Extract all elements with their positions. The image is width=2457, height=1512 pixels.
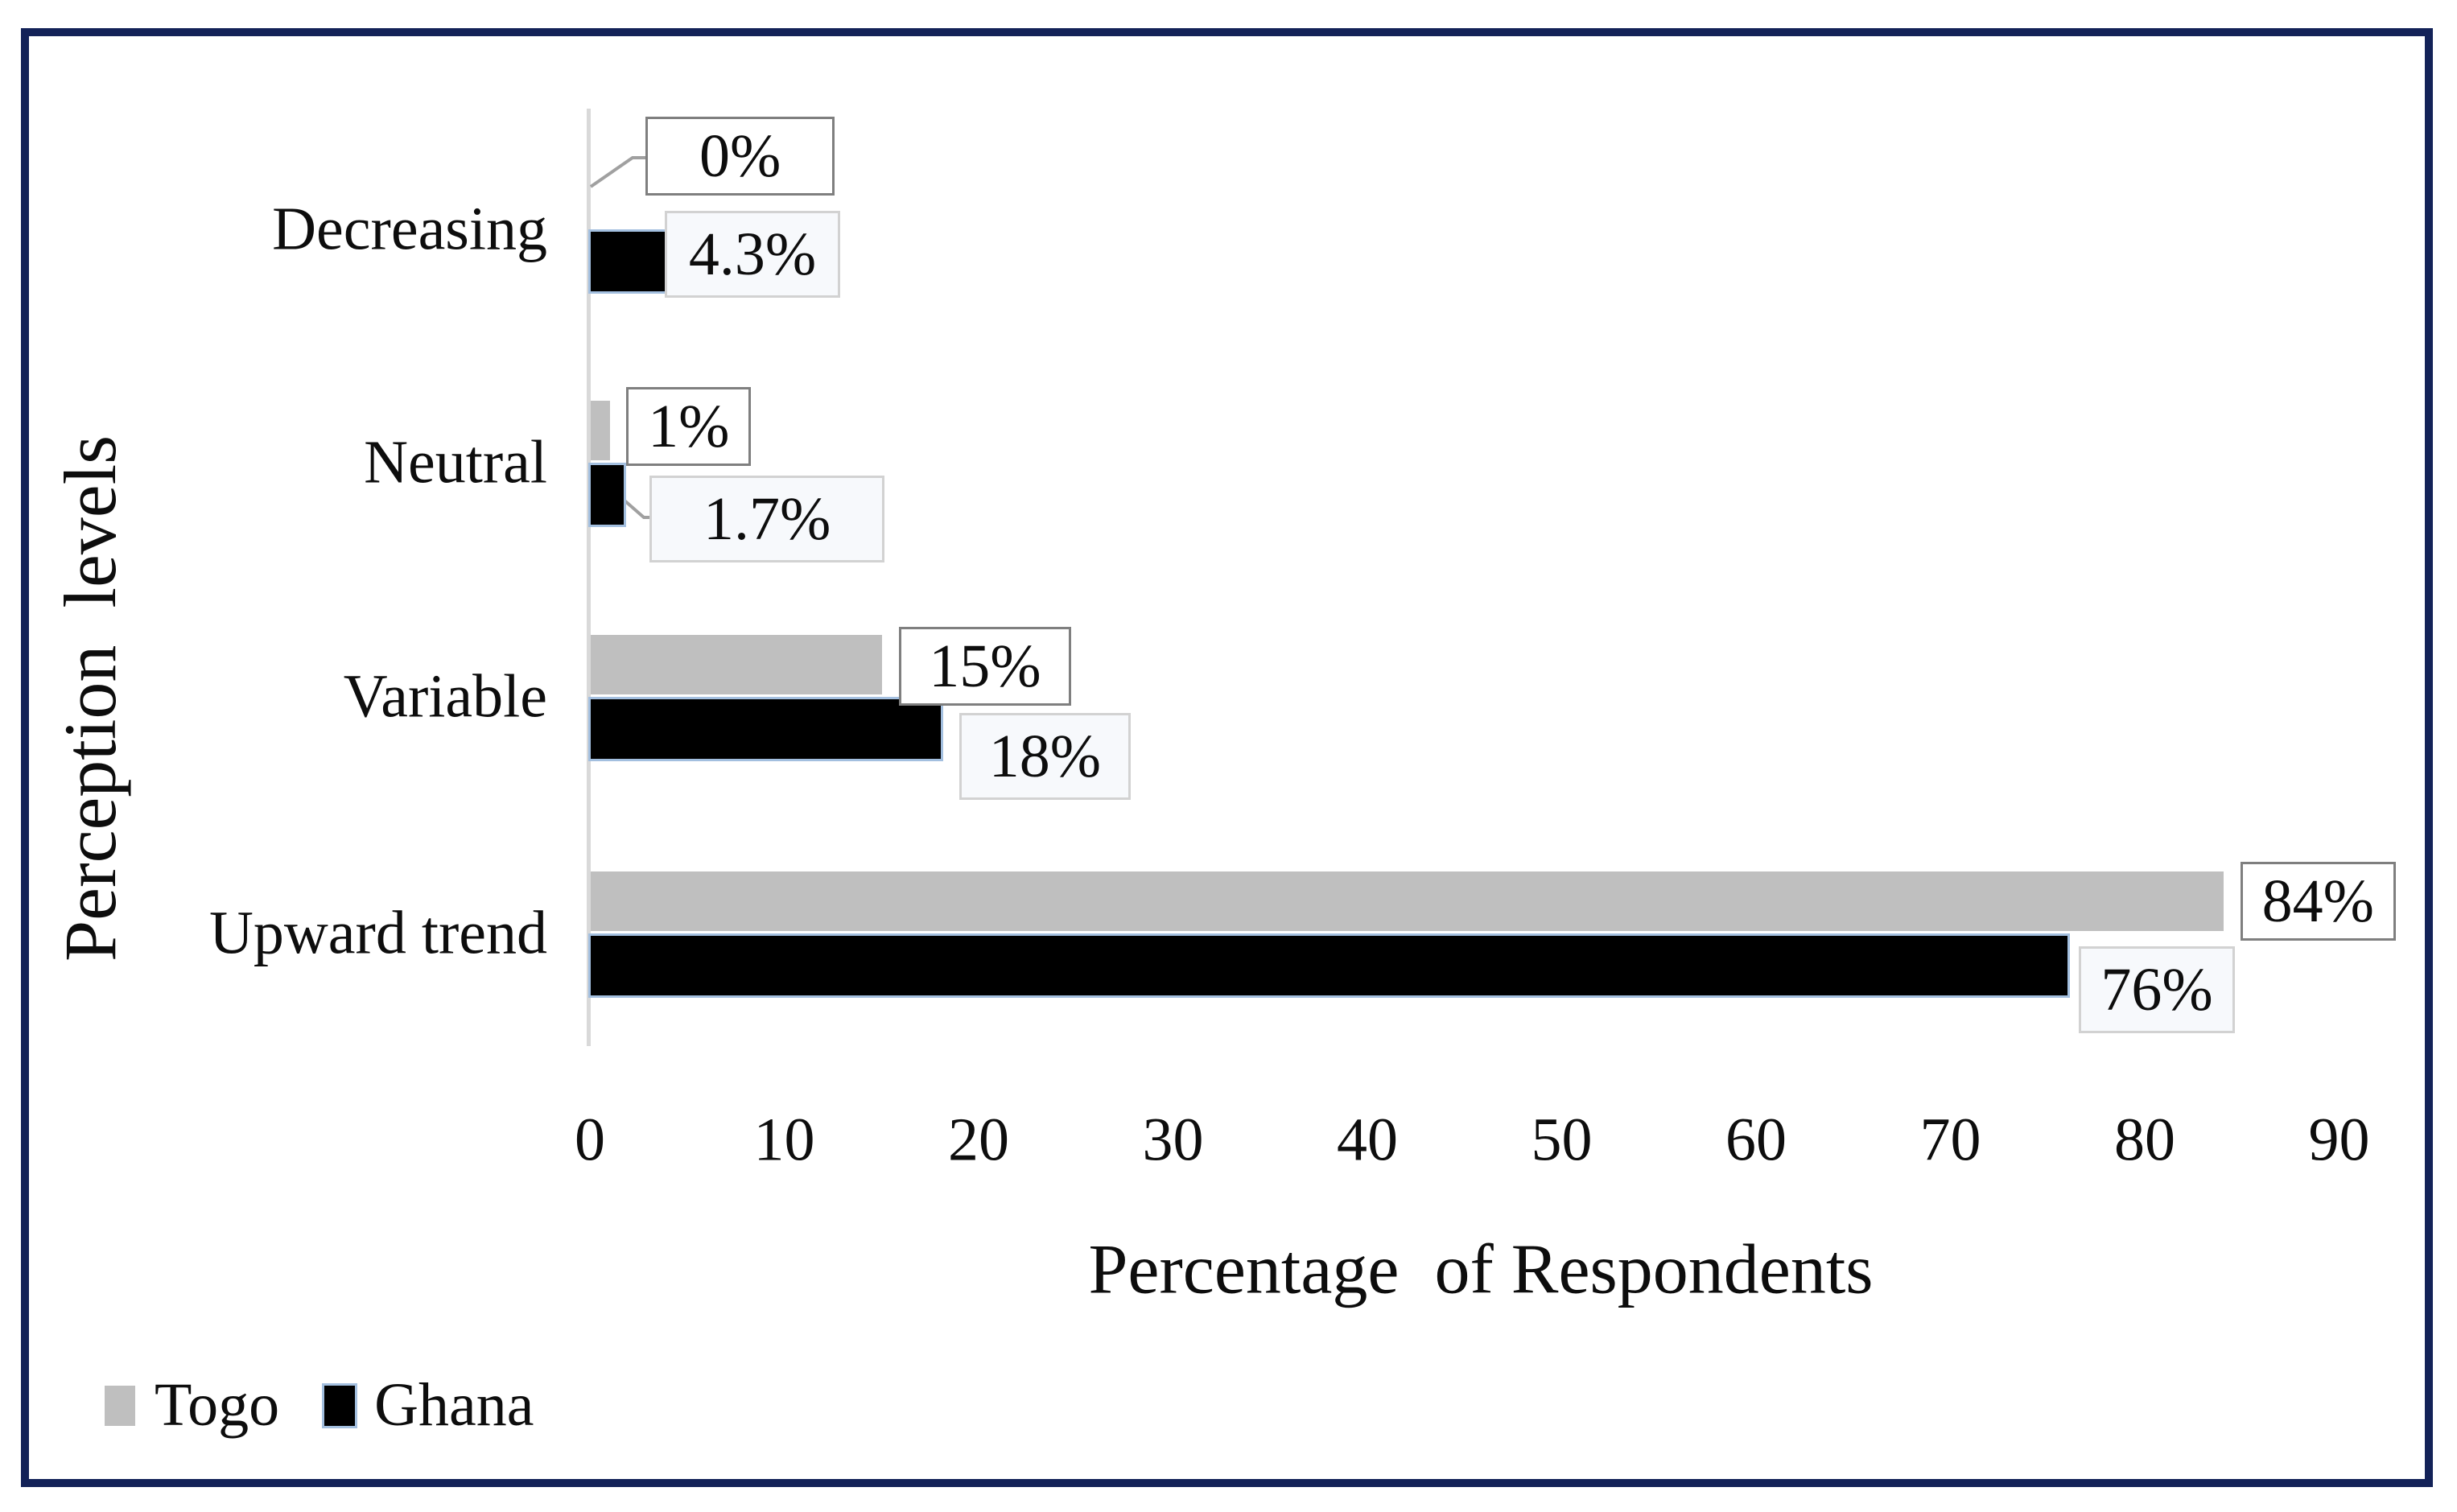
x-tick-0: 0	[575, 1106, 605, 1174]
x-tick-80: 80	[2114, 1106, 2175, 1174]
leader-line-0%	[589, 156, 647, 188]
x-tick-50: 50	[1531, 1106, 1593, 1174]
legend-label-togo: Togo	[155, 1371, 280, 1439]
category-label-decreasing: Decreasing	[272, 195, 547, 263]
x-tick-40: 40	[1337, 1106, 1398, 1174]
data-label-togo-decreasing: 0%	[645, 117, 835, 196]
x-tick-30: 30	[1142, 1106, 1204, 1174]
x-tick-60: 60	[1725, 1106, 1787, 1174]
y-axis-line	[587, 109, 591, 1046]
x-axis-title: Percentage of Respondents	[1088, 1230, 1874, 1309]
data-label-togo-upward-trend: 84%	[2240, 862, 2396, 941]
x-tick-90: 90	[2308, 1106, 2370, 1174]
category-label-upward-trend: Upward trend	[209, 899, 547, 967]
data-label-ghana-decreasing: 4.3%	[664, 211, 841, 298]
leader-line-1.7%	[616, 493, 651, 519]
legend: Togo Ghana	[105, 1370, 534, 1440]
bar-ghana-variable	[588, 697, 943, 761]
data-label-ghana-variable: 18%	[958, 713, 1131, 800]
bar-ghana-neutral	[587, 463, 627, 527]
bar-togo-variable	[591, 635, 883, 694]
category-label-neutral: Neutral	[364, 428, 547, 496]
x-tick-10: 10	[753, 1106, 815, 1174]
bar-ghana-decreasing	[588, 229, 677, 294]
data-label-togo-neutral: 1%	[626, 387, 752, 466]
legend-label-ghana: Ghana	[374, 1371, 534, 1439]
category-label-variable: Variable	[343, 662, 547, 731]
legend-item-togo: Togo	[105, 1370, 279, 1440]
bar-ghana-upward-trend	[587, 933, 2071, 998]
legend-item-ghana: Ghana	[322, 1370, 534, 1440]
bar-togo-neutral	[591, 401, 611, 460]
x-tick-20: 20	[948, 1106, 1009, 1174]
data-label-togo-variable: 15%	[899, 627, 1071, 706]
x-tick-70: 70	[1919, 1106, 1981, 1174]
data-label-ghana-upward-trend: 76%	[2079, 946, 2235, 1033]
bar-togo-upward-trend	[591, 871, 2224, 931]
data-label-ghana-neutral: 1.7%	[649, 476, 885, 562]
legend-swatch-togo	[105, 1385, 135, 1426]
legend-swatch-ghana	[322, 1382, 358, 1428]
